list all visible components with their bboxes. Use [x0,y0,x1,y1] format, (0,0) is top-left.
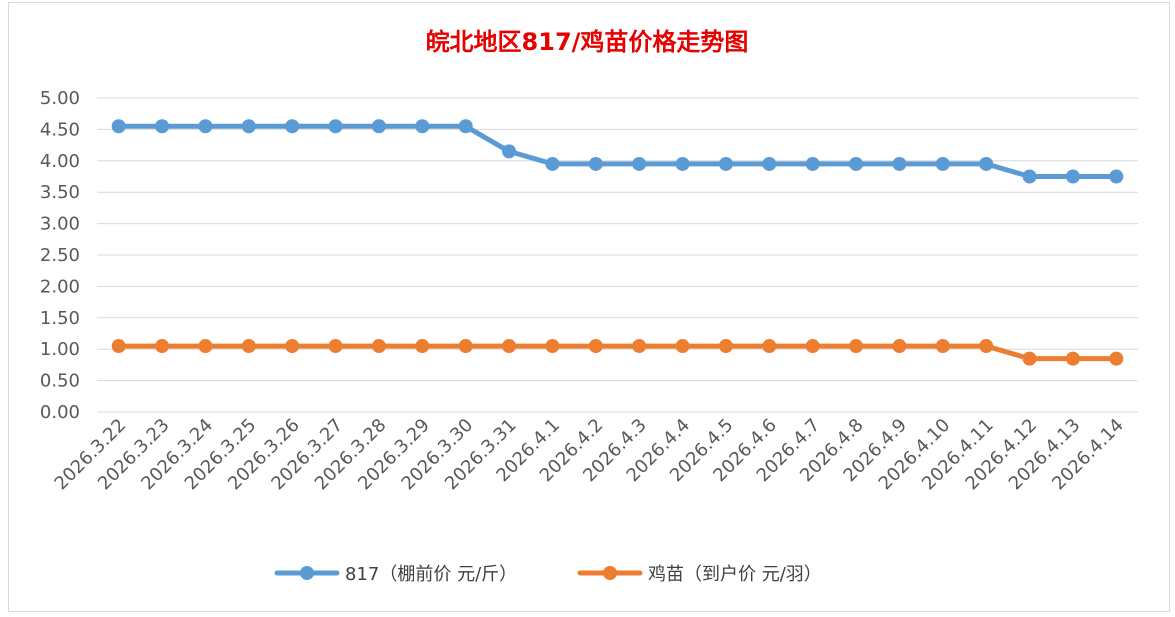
data-point [979,156,994,171]
y-tick-label: 0.00 [40,402,80,423]
y-tick-label: 2.50 [40,245,80,266]
data-point [545,156,560,171]
data-point [718,156,733,171]
data-point [502,339,517,354]
series-lines [111,119,1124,366]
data-point [805,156,820,171]
data-point [285,119,300,134]
data-point [328,339,343,354]
data-point [111,119,126,134]
data-point [371,119,386,134]
legend-label-1: 鸡苗（到户价 元/羽） [648,564,822,585]
chart-frame [8,2,1170,612]
data-point [371,339,386,354]
data-point [892,339,907,354]
legend-marker-1 [603,566,617,580]
data-point [458,119,473,134]
series-line-0 [116,123,1119,179]
series-line-1 [116,343,1119,362]
data-point [198,119,213,134]
data-point [198,339,213,354]
data-point [1109,169,1124,184]
legend-marker-0 [300,566,314,580]
data-point [502,144,517,159]
data-point [458,339,473,354]
data-point [675,339,690,354]
data-point [849,156,864,171]
data-point [111,339,126,354]
data-point [762,339,777,354]
data-point [1022,169,1037,184]
gridlines [97,97,1138,413]
data-point [632,339,647,354]
data-point [155,339,170,354]
data-point [241,339,256,354]
data-point [1065,169,1080,184]
data-point [935,156,950,171]
data-point [415,339,430,354]
data-point [979,339,994,354]
y-tick-label: 4.50 [40,119,80,140]
data-point [675,156,690,171]
data-point [155,119,170,134]
data-point [285,339,300,354]
y-tick-label: 1.00 [40,339,80,360]
data-point [545,339,560,354]
data-point [1065,351,1080,366]
y-tick-label: 3.50 [40,182,80,203]
chart-title: 皖北地区817/鸡苗价格走势图 [426,28,749,56]
data-point [328,119,343,134]
y-axis-ticks: 0.00 0.50 1.00 1.50 2.00 2.50 3.00 3.50 4.00 4.50… [40,88,80,423]
legend: 817（棚前价 元/斤） 鸡苗（到户价 元/羽） [274,564,822,585]
data-point [762,156,777,171]
y-tick-label: 3.00 [40,214,80,235]
data-point [588,339,603,354]
data-point [935,339,950,354]
data-point [1109,351,1124,366]
x-axis-ticks: 2026.3.222026.3.232026.3.242026.3.252026… [51,415,1128,495]
data-point [805,339,820,354]
y-tick-label: 2.00 [40,276,80,297]
y-tick-label: 1.50 [40,308,80,329]
data-point [241,119,256,134]
data-point [415,119,430,134]
data-point [849,339,864,354]
y-tick-label: 5.00 [40,88,80,109]
legend-label-0: 817（棚前价 元/斤） [345,564,517,585]
data-point [892,156,907,171]
data-point [1022,351,1037,366]
data-point [718,339,733,354]
data-point [588,156,603,171]
data-point [632,156,647,171]
y-tick-label: 4.00 [40,151,80,172]
y-tick-label: 0.50 [40,371,80,392]
